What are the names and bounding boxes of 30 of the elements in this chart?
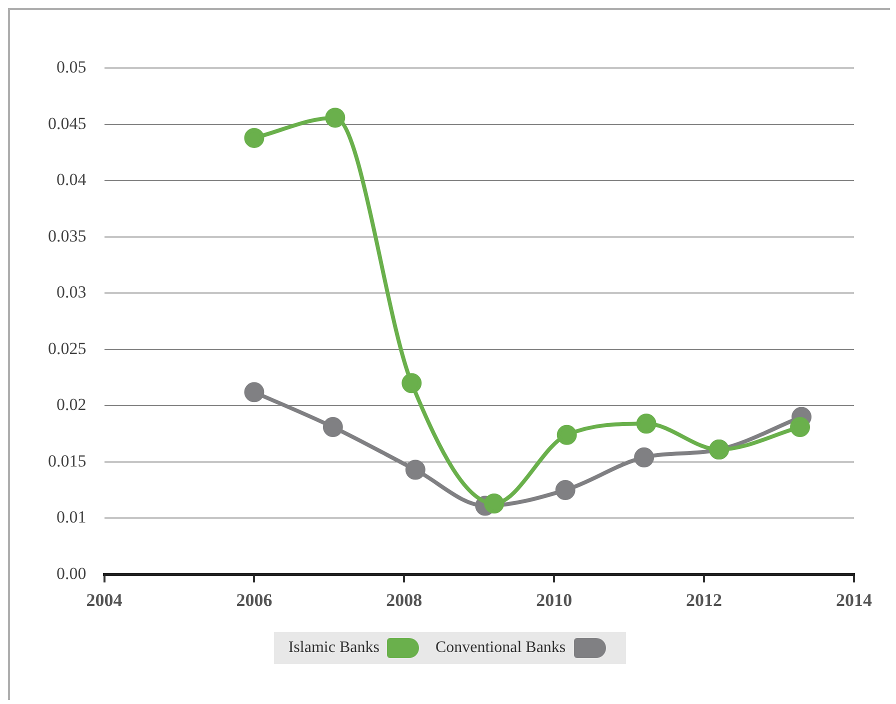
point	[325, 108, 346, 128]
y-tick-label: 0.045	[48, 114, 86, 133]
point	[244, 128, 264, 148]
y-tick-label: 0.01	[56, 508, 86, 527]
legend-label: Islamic Banks	[288, 639, 380, 657]
y-tick-label: 0.03	[56, 282, 86, 302]
y-tick-label: 0.05	[56, 58, 86, 77]
y-tick-label: 0.035	[48, 226, 86, 246]
point	[790, 417, 810, 438]
x-tick-label: 2008	[386, 590, 422, 610]
x-tick-label: 2010	[536, 590, 572, 610]
point	[484, 494, 504, 514]
y-tick-label: 0.00	[56, 564, 86, 583]
point	[634, 447, 654, 468]
point	[636, 414, 656, 434]
x-tick-label: 2004	[86, 590, 122, 610]
point	[322, 417, 343, 438]
point	[555, 480, 576, 500]
y-tick-label: 0.015	[48, 451, 86, 470]
point	[244, 382, 264, 402]
point	[405, 460, 426, 480]
x-tick-label: 2014	[836, 590, 872, 610]
legend-label: Conventional Banks	[435, 639, 566, 657]
y-tick-label: 0.02	[56, 395, 86, 414]
point	[556, 424, 577, 445]
x-tick-label: 2012	[686, 590, 722, 610]
point	[402, 373, 422, 394]
y-tick-label: 0.025	[48, 338, 86, 358]
x-tick-label: 2006	[236, 590, 272, 610]
y-tick-label: 0.04	[56, 170, 87, 190]
